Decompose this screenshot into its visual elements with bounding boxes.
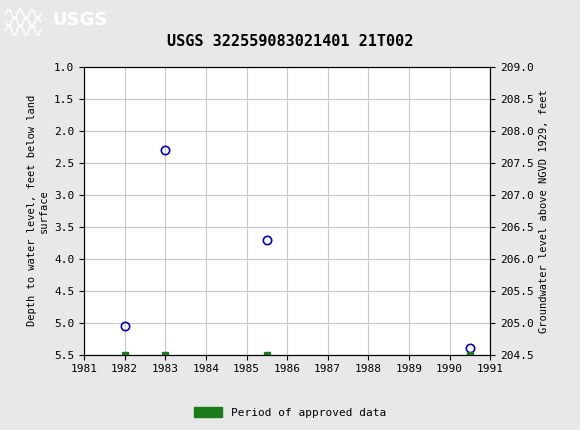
Text: USGS 322559083021401 21T002: USGS 322559083021401 21T002 [167, 34, 413, 49]
Y-axis label: Groundwater level above NGVD 1929, feet: Groundwater level above NGVD 1929, feet [539, 89, 549, 332]
Y-axis label: Depth to water level, feet below land
surface: Depth to water level, feet below land su… [27, 95, 49, 326]
Legend: Period of approved data: Period of approved data [190, 403, 390, 422]
Text: USGS: USGS [52, 11, 107, 29]
